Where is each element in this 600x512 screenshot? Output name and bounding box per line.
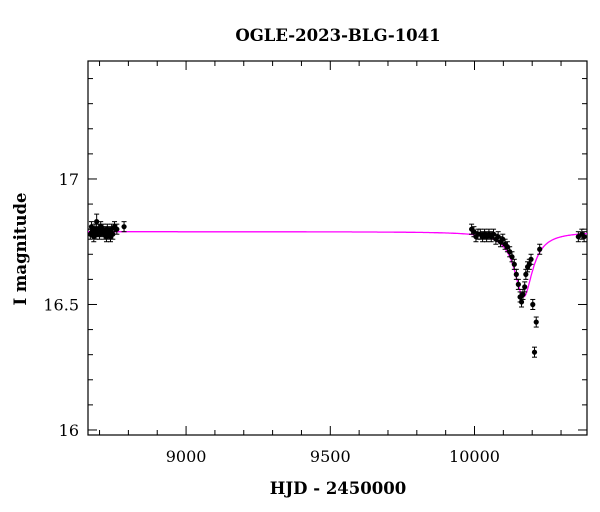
data-point [110,228,116,240]
data-point [530,298,536,310]
data-marker [114,226,120,232]
data-marker [509,254,515,260]
data-marker [581,234,587,240]
x-axis-ticks: 9000 9500 10000 [99,61,562,466]
data-point [121,221,127,233]
data-marker [520,291,526,298]
x-tick-label: 9000 [166,447,207,466]
data-marker [513,271,519,277]
data-point [533,316,539,328]
data-point [537,243,543,255]
data-point [515,278,521,290]
data-marker [511,261,517,267]
data-marker [537,246,543,252]
data-marker [110,231,116,237]
model-curve [88,231,587,298]
data-marker [530,301,536,308]
y-tick-label: 16 [59,421,79,440]
x-axis-label: HJD - 2450000 [270,479,406,498]
data-marker [531,349,538,355]
data-marker [523,271,529,277]
data-point [522,281,528,293]
plot-frame [87,60,588,436]
data-marker [94,219,100,225]
y-tick-label: 17 [59,170,79,189]
model-layer [88,231,587,298]
data-point [528,253,534,265]
data-marker [515,281,521,287]
data-marker [518,299,525,305]
data-point [581,231,587,243]
x-tick-label: 9500 [310,447,351,466]
x-tick-label: 10000 [449,447,500,466]
y-axis-ticks: 16 16.5 17 [43,78,587,440]
data-marker [533,319,539,325]
data-point [523,268,529,280]
data-point [531,346,538,358]
data-marker [522,284,528,290]
y-tick-label: 16.5 [43,295,79,314]
data-marker [121,224,127,230]
y-axis-label: I magnitude [11,192,30,305]
data-point [520,288,526,300]
data-point [114,223,120,235]
data-marker [528,256,534,262]
chart-title: OGLE-2023-BLG-1041 [235,26,440,45]
plot-area [87,60,588,436]
data-points-layer [87,213,587,358]
